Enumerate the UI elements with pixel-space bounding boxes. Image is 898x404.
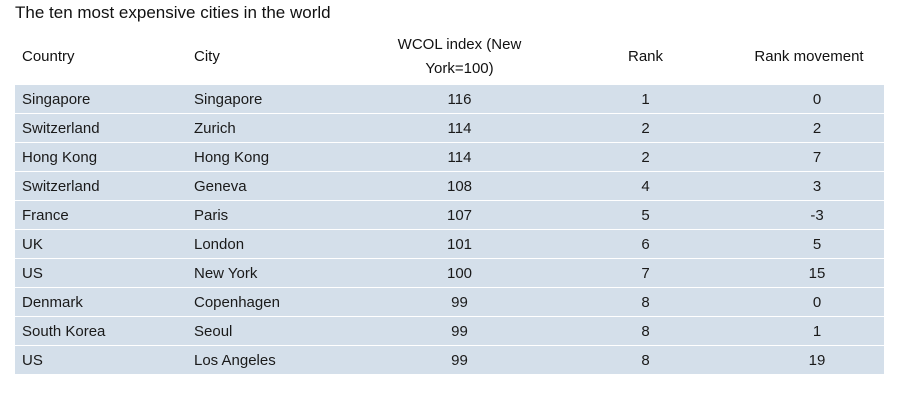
cell-rank-movement: 0 — [734, 287, 884, 316]
cell-rank-movement: -3 — [734, 200, 884, 229]
header-row: Country City WCOL index (New York=100) R… — [15, 32, 884, 82]
table-row: Hong Kong Hong Kong 114 2 7 — [15, 142, 884, 171]
cell-rank-movement: 3 — [734, 171, 884, 200]
table-row: US New York 100 7 15 — [15, 258, 884, 287]
cell-city: Zurich — [187, 113, 362, 142]
column-header-rank-movement: Rank movement — [734, 32, 884, 82]
cell-country: Switzerland — [15, 171, 187, 200]
cell-country: France — [15, 200, 187, 229]
cell-rank: 1 — [557, 82, 734, 113]
cell-wcol-index: 99 — [362, 287, 557, 316]
table-row: France Paris 107 5 -3 — [15, 200, 884, 229]
cell-wcol-index: 116 — [362, 82, 557, 113]
table-row: UK London 101 6 5 — [15, 229, 884, 258]
cell-wcol-index: 114 — [362, 142, 557, 171]
cities-table: Country City WCOL index (New York=100) R… — [15, 32, 884, 374]
table-title: The ten most expensive cities in the wor… — [15, 3, 331, 22]
table-row: Denmark Copenhagen 99 8 0 — [15, 287, 884, 316]
cell-rank-movement: 2 — [734, 113, 884, 142]
cell-rank-movement: 5 — [734, 229, 884, 258]
cell-country: Switzerland — [15, 113, 187, 142]
cell-city: New York — [187, 258, 362, 287]
column-header-wcol-index-text: WCOL index (New York=100) — [397, 36, 522, 77]
cell-country: US — [15, 345, 187, 374]
cell-city: Los Angeles — [187, 345, 362, 374]
cell-wcol-index: 114 — [362, 113, 557, 142]
cell-rank-movement: 0 — [734, 82, 884, 113]
cell-wcol-index: 108 — [362, 171, 557, 200]
table-body: Singapore Singapore 116 1 0 Switzerland Zurich… — [15, 82, 884, 374]
cell-country: US — [15, 258, 187, 287]
cell-rank: 8 — [557, 316, 734, 345]
cell-city: Singapore — [187, 82, 362, 113]
table-row: South Korea Seoul 99 8 1 — [15, 316, 884, 345]
cell-city: Copenhagen — [187, 287, 362, 316]
cell-city: Geneva — [187, 171, 362, 200]
cell-rank-movement: 7 — [734, 142, 884, 171]
cell-city: Seoul — [187, 316, 362, 345]
cell-rank: 7 — [557, 258, 734, 287]
cell-city: Hong Kong — [187, 142, 362, 171]
cell-rank-movement: 15 — [734, 258, 884, 287]
cell-wcol-index: 107 — [362, 200, 557, 229]
cell-rank-movement: 19 — [734, 345, 884, 374]
cell-rank: 2 — [557, 142, 734, 171]
cell-rank: 5 — [557, 200, 734, 229]
cell-country: Singapore — [15, 82, 187, 113]
cell-wcol-index: 100 — [362, 258, 557, 287]
cell-country: Denmark — [15, 287, 187, 316]
cell-rank: 4 — [557, 171, 734, 200]
column-header-country: Country — [15, 32, 187, 82]
cell-country: Hong Kong — [15, 142, 187, 171]
cell-rank: 6 — [557, 229, 734, 258]
table-row: Singapore Singapore 116 1 0 — [15, 82, 884, 113]
cell-rank: 2 — [557, 113, 734, 142]
cell-city: London — [187, 229, 362, 258]
column-header-city: City — [187, 32, 362, 82]
cell-rank: 8 — [557, 345, 734, 374]
column-header-wcol-index: WCOL index (New York=100) — [362, 32, 557, 82]
cell-country: South Korea — [15, 316, 187, 345]
table-row: Switzerland Geneva 108 4 3 — [15, 171, 884, 200]
column-header-rank: Rank — [557, 32, 734, 82]
cell-rank: 8 — [557, 287, 734, 316]
cell-wcol-index: 99 — [362, 316, 557, 345]
cell-rank-movement: 1 — [734, 316, 884, 345]
table-row: Switzerland Zurich 114 2 2 — [15, 113, 884, 142]
cell-country: UK — [15, 229, 187, 258]
cell-city: Paris — [187, 200, 362, 229]
cell-wcol-index: 101 — [362, 229, 557, 258]
table-row: US Los Angeles 99 8 19 — [15, 345, 884, 374]
cell-wcol-index: 99 — [362, 345, 557, 374]
